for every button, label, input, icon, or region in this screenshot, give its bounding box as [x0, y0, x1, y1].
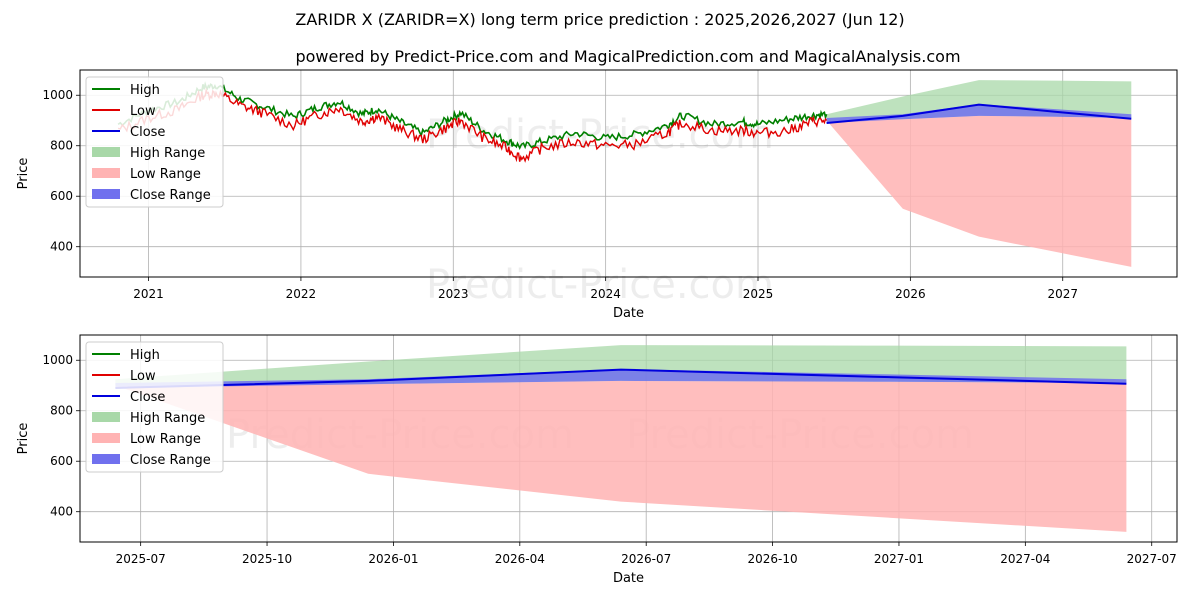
x-tick-label: 2023: [438, 287, 469, 301]
y-tick-label: 600: [50, 189, 73, 203]
x-tick-label: 2026-07: [621, 552, 671, 566]
legend-label: High: [130, 83, 160, 98]
bottom-panel: Predict-Price.comPredict-Price.com2025-0…: [16, 335, 1177, 586]
x-tick-label: 2026-01: [368, 552, 418, 566]
legend-label: Low: [130, 104, 156, 119]
y-axis-label: Price: [16, 423, 31, 455]
x-tick-label: 2025-07: [116, 552, 166, 566]
legend-swatch-close-range: [92, 454, 120, 464]
legend-swatch-low-range: [92, 168, 120, 178]
x-tick-label: 2021: [133, 287, 164, 301]
legend-swatch-high-range: [92, 412, 120, 422]
x-tick-label: 2027-04: [1000, 552, 1050, 566]
x-tick-label: 2025-10: [242, 552, 292, 566]
chart-title: ZARIDR X (ZARIDR=X) long term price pred…: [295, 10, 904, 29]
watermark-text: Predict-Price.com: [426, 262, 774, 308]
legend-label: Close: [130, 125, 165, 140]
y-tick-label: 800: [50, 139, 73, 153]
y-axis-label: Price: [16, 158, 31, 190]
legend-label: High Range: [130, 146, 205, 161]
y-tick-label: 400: [50, 240, 73, 254]
low-range-band: [827, 116, 1132, 267]
legend-label: Low: [130, 369, 156, 384]
y-tick-label: 1000: [42, 353, 73, 367]
x-tick-label: 2026: [895, 287, 926, 301]
legend-label: High Range: [130, 411, 205, 426]
x-tick-label: 2024: [590, 287, 621, 301]
legend: High Low Close High Range Low Range Close Ran…: [86, 77, 223, 207]
x-tick-label: 2027-01: [874, 552, 924, 566]
x-tick-label: 2027: [1047, 287, 1078, 301]
x-tick-label: 2026-10: [748, 552, 798, 566]
x-tick-label: 2026-04: [495, 552, 545, 566]
legend-label: Low Range: [130, 167, 201, 182]
plot-area: [118, 80, 1131, 267]
x-axis-label: Date: [613, 571, 644, 586]
y-tick-label: 600: [50, 454, 73, 468]
x-axis-label: Date: [613, 306, 644, 321]
legend-swatch-high-range: [92, 147, 120, 157]
chart-subtitle: powered by Predict-Price.com and Magical…: [295, 47, 960, 66]
y-tick-label: 800: [50, 404, 73, 418]
legend-label: Close: [130, 390, 165, 405]
x-tick-label: 2022: [286, 287, 317, 301]
legend-label: Close Range: [130, 453, 211, 468]
legend-label: Close Range: [130, 188, 211, 203]
legend-label: Low Range: [130, 432, 201, 447]
y-tick-label: 1000: [42, 88, 73, 102]
x-tick-label: 2027-07: [1127, 552, 1177, 566]
legend-swatch-low-range: [92, 433, 120, 443]
x-tick-label: 2025: [743, 287, 774, 301]
legend-label: High: [130, 348, 160, 363]
legend: High Low Close High Range Low Range Close Ran…: [86, 342, 223, 472]
legend-swatch-close-range: [92, 189, 120, 199]
y-tick-label: 400: [50, 505, 73, 519]
